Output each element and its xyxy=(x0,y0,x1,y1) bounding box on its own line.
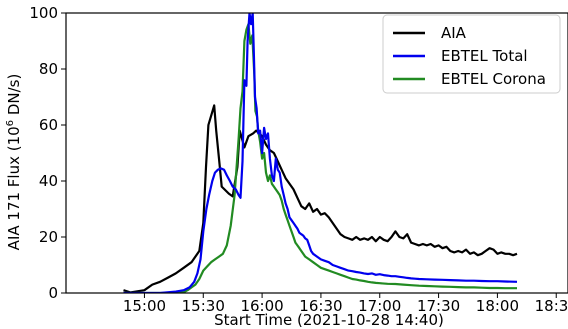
plot-series xyxy=(123,13,518,293)
series-line-ebtel-corona xyxy=(123,23,517,293)
legend-label: EBTEL Corona xyxy=(441,70,546,88)
legend-label: EBTEL Total xyxy=(441,47,528,65)
x-tick-label: 15:30 xyxy=(182,297,225,315)
y-tick-label: 40 xyxy=(39,172,58,190)
x-tick-label: 18:00 xyxy=(476,297,519,315)
legend-entries: AIA EBTEL Total EBTEL Corona xyxy=(393,24,546,88)
y-tick-label: 80 xyxy=(39,60,58,78)
x-tick-label: 15:00 xyxy=(123,297,166,315)
x-axis-label: Start Time (2021-10-28 14:40) xyxy=(214,311,444,329)
y-tick-label: 60 xyxy=(39,116,58,134)
series-line-aia xyxy=(123,104,518,293)
legend-label: AIA xyxy=(441,24,467,42)
legend-box xyxy=(382,14,561,94)
x-tick-label: 17:00 xyxy=(358,297,401,315)
legend: AIA EBTEL Total EBTEL Corona xyxy=(382,14,561,94)
x-tick-label: 18:30 xyxy=(535,297,568,315)
y-axis-label-main: AIA 171 Flux (10 xyxy=(5,126,23,250)
plot-area-frame xyxy=(65,12,568,294)
y-axis-label-unit: DN/s) xyxy=(5,74,23,120)
y-axis: 0 20 40 60 80 100 xyxy=(29,4,66,302)
x-tick-label: 17:30 xyxy=(417,297,460,315)
x-axis: 15:00 15:30 16:00 16:30 17:00 17:30 18:00 18:30 xyxy=(123,293,568,315)
y-tick-label: 0 xyxy=(48,284,58,302)
y-axis-label: AIA 171 Flux (106 DN/s) xyxy=(5,74,23,251)
y-tick-label: 20 xyxy=(39,228,58,246)
y-axis-label-exponent: 6 xyxy=(5,120,16,126)
series-line-ebtel-total xyxy=(123,13,518,293)
x-tick-label: 16:30 xyxy=(299,297,342,315)
y-tick-label: 100 xyxy=(29,4,58,22)
x-tick-label: 16:00 xyxy=(240,297,283,315)
